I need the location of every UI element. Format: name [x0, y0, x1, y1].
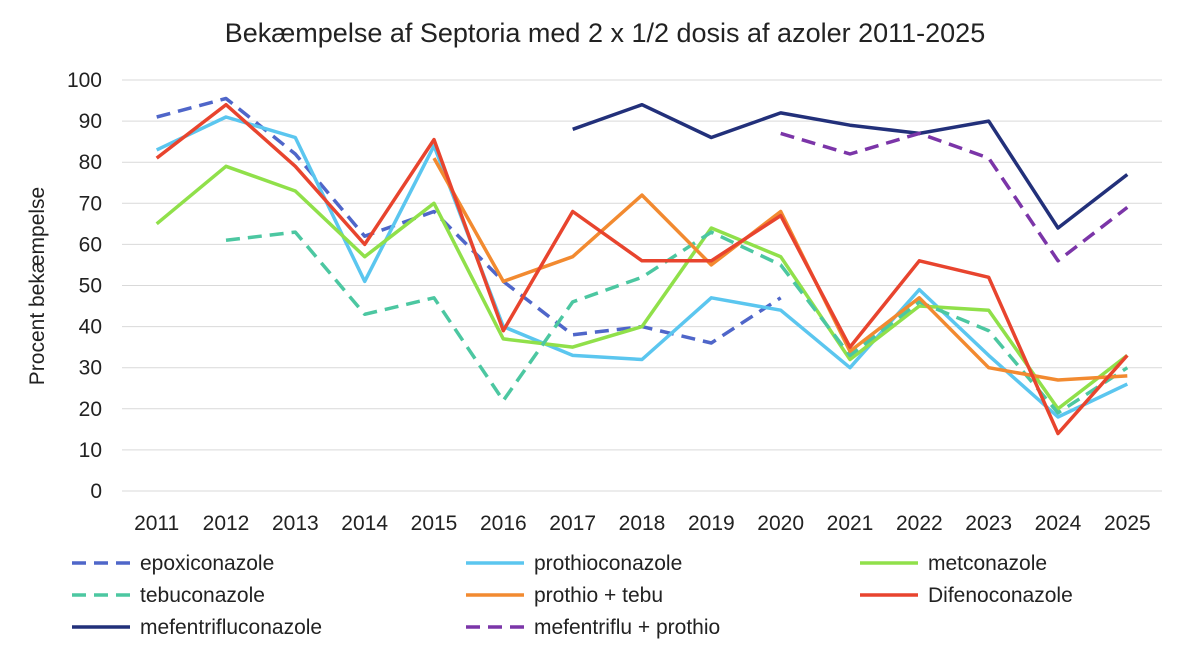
legend-label: prothio + tebu — [534, 584, 663, 607]
series-lines — [155, 96, 1129, 436]
legend-item-3: tebuconazole — [72, 584, 265, 607]
legend: epoxiconazole prothioconazole metconazole t… — [72, 552, 1073, 639]
x-tick-label: 2020 — [757, 512, 804, 535]
legend-item-4: prothio + tebu — [466, 584, 663, 607]
y-tick-label: 0 — [90, 480, 102, 503]
legend-label: mefentriflu + prothio — [534, 616, 720, 639]
legend-item-2: metconazole — [860, 552, 1047, 575]
legend-label: Difenoconazole — [928, 584, 1073, 607]
y-axis-ticks: 0 10 20 30 40 50 60 70 80 90 100 — [67, 69, 102, 503]
y-tick-label: 20 — [79, 398, 102, 421]
y-tick-label: 90 — [79, 110, 102, 133]
x-tick-label: 2024 — [1035, 512, 1082, 535]
x-axis-ticks: 2011 2012 2013 2014 2015 2016 2017 2018 2019 2020… — [134, 512, 1151, 535]
y-tick-label: 30 — [79, 357, 102, 380]
y-tick-label: 50 — [79, 275, 102, 298]
series-line-1 — [155, 115, 1129, 419]
x-tick-label: 2023 — [965, 512, 1012, 535]
y-tick-label: 80 — [79, 151, 102, 174]
legend-item-6: mefentrifluconazole — [72, 616, 322, 639]
legend-item-7: mefentriflu + prothio — [466, 616, 720, 639]
legend-item-5: Difenoconazole — [860, 584, 1073, 607]
legend-item-0: epoxiconazole — [72, 552, 274, 575]
legend-label: epoxiconazole — [140, 552, 274, 575]
legend-label: metconazole — [928, 552, 1047, 575]
x-tick-label: 2018 — [619, 512, 666, 535]
chart-title: Bekæmpelse af Septoria med 2 x 1/2 dosis… — [225, 18, 985, 48]
x-tick-label: 2015 — [411, 512, 458, 535]
legend-item-1: prothioconazole — [466, 552, 682, 575]
y-tick-label: 70 — [79, 192, 102, 215]
x-tick-label: 2016 — [480, 512, 527, 535]
x-tick-label: 2025 — [1104, 512, 1151, 535]
series-line-4 — [432, 157, 1128, 382]
y-tick-label: 10 — [79, 439, 102, 462]
y-tick-label: 40 — [79, 316, 102, 339]
x-tick-label: 2013 — [272, 512, 319, 535]
series-line-3 — [225, 230, 1129, 415]
x-tick-label: 2011 — [134, 512, 179, 535]
series-line-7 — [780, 131, 1129, 263]
x-tick-label: 2012 — [203, 512, 250, 535]
x-tick-label: 2014 — [341, 512, 388, 535]
x-tick-label: 2017 — [549, 512, 596, 535]
y-tick-label: 60 — [79, 233, 102, 256]
y-axis-label: Procent bekæmpelse — [26, 187, 49, 385]
series-line-6 — [572, 102, 1129, 230]
y-tick-label: 100 — [67, 69, 102, 92]
legend-label: mefentrifluconazole — [140, 616, 322, 639]
series-line-5 — [155, 102, 1129, 436]
x-tick-label: 2022 — [896, 512, 943, 535]
series-line-2 — [155, 164, 1129, 411]
legend-label: prothioconazole — [534, 552, 682, 575]
x-tick-label: 2019 — [688, 512, 735, 535]
x-tick-label: 2021 — [827, 512, 874, 535]
legend-label: tebuconazole — [140, 584, 265, 607]
